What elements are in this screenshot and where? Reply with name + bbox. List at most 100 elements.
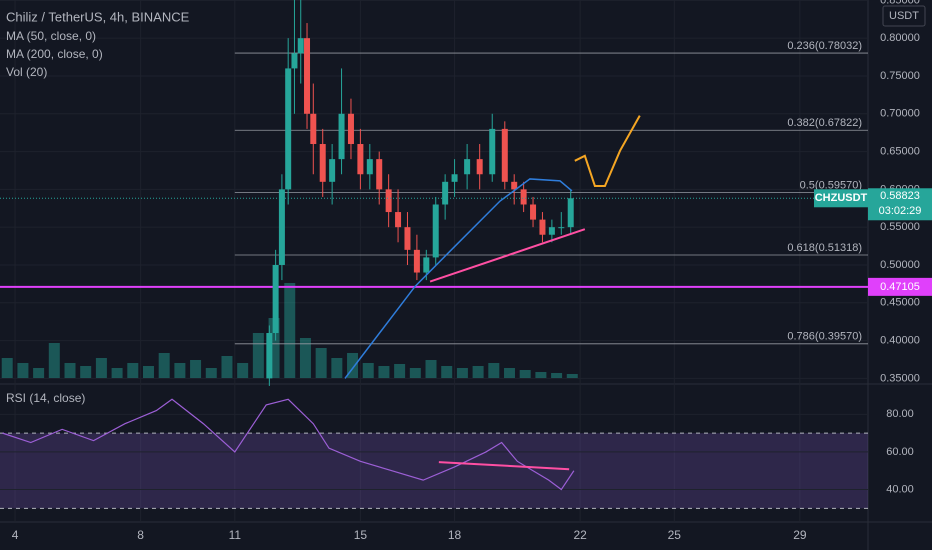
rsi-line: [2, 398, 575, 491]
candle-body: [278, 189, 285, 265]
volume-bar: [347, 353, 359, 378]
candle-body: [567, 198, 574, 228]
y-tick-label: 0.80000: [880, 32, 920, 44]
volume-bar: [252, 333, 264, 378]
indicator-label: MA (200, close, 0): [6, 47, 103, 61]
fib-label: 0.5(0.59570): [800, 180, 862, 192]
volume-bar: [409, 368, 421, 378]
x-tick-label: 22: [573, 528, 587, 542]
volume-bar: [284, 283, 296, 378]
volume-bar: [504, 368, 515, 378]
symbol-tag: [814, 189, 868, 208]
y-tick-label: 0.55000: [880, 221, 920, 233]
chart-title: Chiliz / TetherUS, 4h, BINANCE: [6, 9, 190, 24]
x-tick-label: 25: [668, 528, 682, 542]
volume-bar: [190, 360, 202, 378]
candle-body: [432, 204, 439, 258]
price-tag: [868, 188, 932, 221]
candle-body: [329, 159, 336, 182]
candle-body: [297, 38, 304, 54]
volume-bar: [80, 366, 92, 378]
candle-body: [489, 128, 496, 175]
trend-line: [429, 228, 586, 283]
y-tick-label: 0.50000: [880, 259, 920, 271]
y-tick-label: 0.85000: [880, 0, 920, 6]
countdown: 03:02:29: [879, 205, 922, 217]
candle-body: [395, 212, 402, 228]
rsi-trend-line: [438, 461, 570, 471]
indicator-label: MA (50, close, 0): [6, 29, 96, 43]
volume-bar: [237, 363, 249, 378]
candle-body: [558, 227, 565, 229]
indicator-label: Vol (20): [6, 65, 47, 79]
rsi-tick-label: 80.00: [886, 408, 914, 420]
candle-body: [347, 113, 354, 145]
volume-bar: [158, 353, 170, 378]
volume-bar: [425, 360, 437, 378]
candle-body: [413, 249, 420, 273]
candle-body: [501, 128, 508, 182]
currency[interactable]: USDT: [889, 10, 919, 22]
rsi-tick-label: 40.00: [886, 483, 914, 495]
volume-bar: [1, 358, 13, 378]
price-label: 0.58823: [880, 190, 920, 202]
x-tick-label: 29: [793, 528, 807, 542]
volume-bar: [174, 363, 186, 378]
x-tick-label: 4: [12, 528, 19, 542]
volume-bar: [551, 373, 563, 378]
rsi-tick-label: 60.00: [886, 446, 914, 458]
candle-body: [385, 189, 392, 213]
volume-bar: [394, 364, 406, 378]
candle-body: [530, 204, 537, 220]
candle-body: [442, 181, 449, 205]
y-tick-label: 0.45000: [880, 297, 920, 309]
candle-body: [266, 333, 273, 379]
candle-body: [291, 53, 298, 69]
candle-body: [520, 189, 527, 205]
candle-body: [404, 227, 411, 250]
candle-body: [366, 159, 373, 175]
candle-body: [338, 113, 345, 160]
candle-body: [476, 159, 483, 175]
projection-line: [574, 115, 641, 187]
candle-body: [548, 227, 555, 235]
x-tick-label: 8: [137, 528, 144, 542]
candle-body: [272, 264, 279, 334]
volume-bar: [519, 370, 531, 378]
volume-bar: [142, 366, 154, 378]
volume-bar: [299, 338, 311, 378]
volume-bar: [378, 366, 390, 378]
y-tick-label: 0.70000: [880, 108, 920, 120]
candle-body: [511, 181, 518, 190]
symbol-label: CHZUSDT: [815, 192, 868, 204]
candle-body: [310, 113, 317, 145]
ma-line: [344, 178, 573, 379]
volume-bar: [111, 368, 123, 378]
y-tick-label: 0.35000: [880, 372, 920, 384]
volume-bar: [362, 363, 374, 378]
fib-label: 0.236(0.78032): [787, 40, 862, 52]
rsi-band: [0, 433, 868, 509]
volume-bar: [315, 348, 327, 378]
x-tick-label: 11: [229, 528, 242, 542]
volume-bar: [441, 366, 453, 378]
x-tick-label: 18: [448, 528, 462, 542]
volume-bar: [33, 368, 45, 378]
volume-bar: [64, 363, 76, 378]
volume-bar: [472, 366, 484, 378]
candle-body: [464, 159, 471, 175]
currency-box[interactable]: [882, 5, 926, 27]
candle-body: [539, 219, 546, 235]
volume-bar: [331, 358, 343, 378]
y-tick-label: 0.75000: [880, 70, 920, 82]
volume-bar: [127, 363, 139, 378]
fib-label: 0.382(0.67822): [787, 117, 862, 129]
candle-body: [285, 68, 292, 190]
volume-bar: [95, 358, 107, 378]
candle-body: [304, 38, 311, 114]
fib-label: 0.618(0.51318): [787, 242, 862, 254]
x-tick-label: 15: [354, 528, 368, 542]
